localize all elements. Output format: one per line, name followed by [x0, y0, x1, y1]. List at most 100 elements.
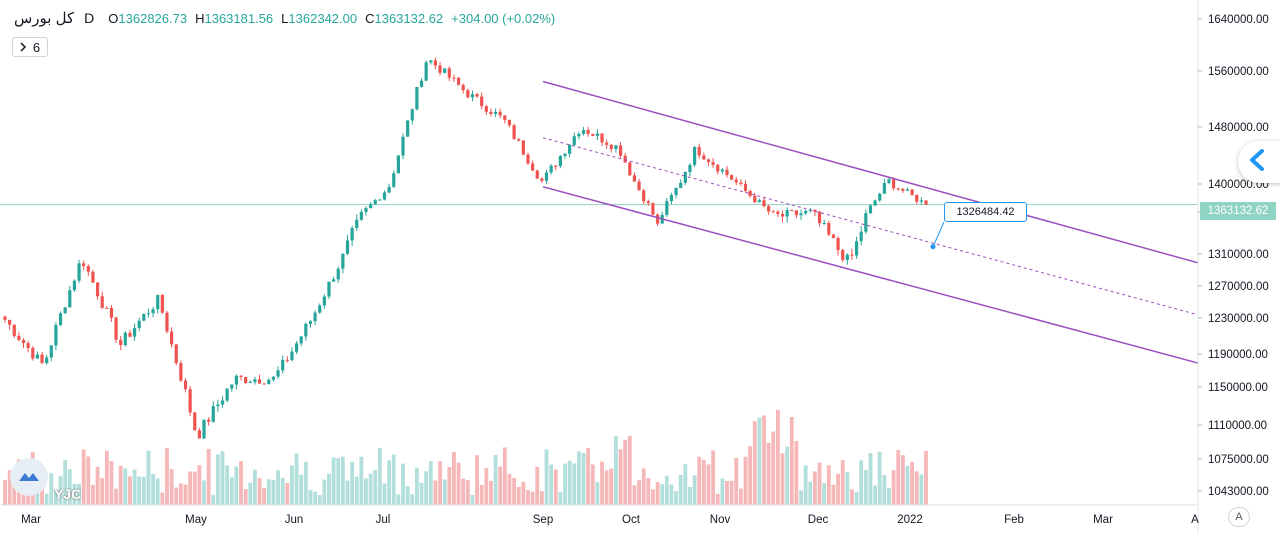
volume-bar [86, 456, 91, 505]
volume-bar [257, 478, 262, 505]
volume-bar [285, 482, 290, 505]
candle-body [294, 343, 299, 352]
candle-body [475, 94, 479, 97]
symbol-legend: کل بورس D O 1362826.73 H 1363181.56 L 13623… [14, 9, 555, 27]
candle-body [651, 203, 655, 215]
volume-bar [498, 466, 503, 505]
volume-bar [863, 469, 868, 505]
candle-body [591, 133, 595, 136]
candle-body [452, 77, 456, 79]
volume-bar [664, 475, 669, 505]
candle-body [433, 60, 438, 66]
volume-bar [169, 469, 174, 505]
volume-bar [539, 491, 544, 505]
candle-body [387, 186, 391, 193]
volume-bar [618, 449, 623, 505]
volume-bar [160, 492, 165, 505]
volume-bar [354, 476, 359, 505]
price-tick-label: 1640000.00 [1208, 14, 1269, 26]
watermark-text: YJC [54, 486, 82, 502]
volume-bar [350, 461, 355, 505]
volume-bar [178, 483, 183, 505]
volume-bar [813, 471, 817, 505]
volume-bar [910, 461, 915, 505]
candle-body [683, 172, 687, 183]
volume-bar [627, 435, 632, 505]
candle-body [447, 68, 451, 78]
volume-bar [81, 449, 86, 505]
price-tick-label: 1560000.00 [1208, 66, 1269, 78]
candle-body [21, 339, 26, 344]
candle-body [211, 406, 215, 422]
volume-bar [123, 468, 128, 505]
candle-body [304, 323, 308, 337]
candle-body [572, 136, 576, 145]
volume-bar [419, 482, 424, 505]
volume-bar [248, 482, 253, 505]
candle-body [716, 164, 720, 172]
candle-body [322, 296, 326, 306]
callout-pointer [932, 221, 945, 247]
candle-body [17, 335, 21, 340]
volume-bar [276, 470, 280, 505]
candle-body [753, 195, 757, 203]
candle-body [345, 240, 350, 254]
resolution-label[interactable]: D [84, 10, 95, 26]
volume-bar [192, 471, 197, 505]
candle-body [105, 307, 109, 309]
volume-bar [785, 446, 790, 505]
volume-bar [470, 494, 475, 505]
candle-body [568, 144, 572, 154]
candle-body [77, 263, 81, 281]
volume-bar [405, 486, 410, 505]
candle-body [170, 331, 174, 345]
auto-scale-button[interactable]: A [1228, 507, 1250, 527]
volume-bar [850, 489, 854, 505]
candle-body [132, 328, 137, 337]
candle-body [535, 170, 539, 179]
candle-body [859, 231, 863, 242]
volume-bar [637, 480, 641, 505]
volume-bar [563, 463, 567, 505]
candle-body [739, 182, 743, 184]
candle-body [767, 206, 771, 212]
indicators-toggle-button[interactable]: 6 [12, 37, 48, 57]
volume-bar [530, 491, 535, 505]
candle-body [216, 404, 220, 407]
candle-body [63, 307, 67, 314]
candle-body [720, 169, 724, 172]
volume-bar [109, 461, 114, 505]
candle-body [119, 339, 123, 345]
volume-bar [452, 452, 456, 505]
price-tick-label: 1480000.00 [1208, 122, 1269, 134]
volume-bar [711, 450, 716, 505]
volume-bar [114, 488, 118, 505]
candle-body [697, 147, 701, 156]
volume-bar [854, 492, 859, 505]
candle-body [605, 142, 609, 145]
candle-body [577, 133, 581, 137]
candle-body [12, 324, 16, 336]
time-tick-label: Mar [1093, 514, 1113, 526]
candle-body [850, 254, 854, 256]
volume-bar [780, 453, 785, 505]
price-callout[interactable]: 1326484.42 [944, 202, 1027, 222]
candle-body [864, 213, 868, 232]
symbol-name[interactable]: کل بورس [14, 10, 75, 27]
candle-body [771, 211, 775, 213]
candle-body [373, 200, 377, 205]
candle-body [3, 316, 7, 320]
candle-body [382, 192, 387, 200]
candle-body [725, 169, 729, 176]
candle-body [776, 211, 780, 214]
volume-bar [322, 479, 327, 505]
volume-bar [762, 415, 766, 505]
candle-body [836, 238, 840, 251]
close-value: 1363132.62 [374, 10, 444, 26]
low-value: 1362342.00 [288, 10, 358, 26]
candle-body [114, 317, 118, 340]
volume-bar [887, 487, 891, 505]
scroll-to-realtime-button[interactable] [1238, 141, 1280, 183]
volume-bar [905, 465, 910, 505]
